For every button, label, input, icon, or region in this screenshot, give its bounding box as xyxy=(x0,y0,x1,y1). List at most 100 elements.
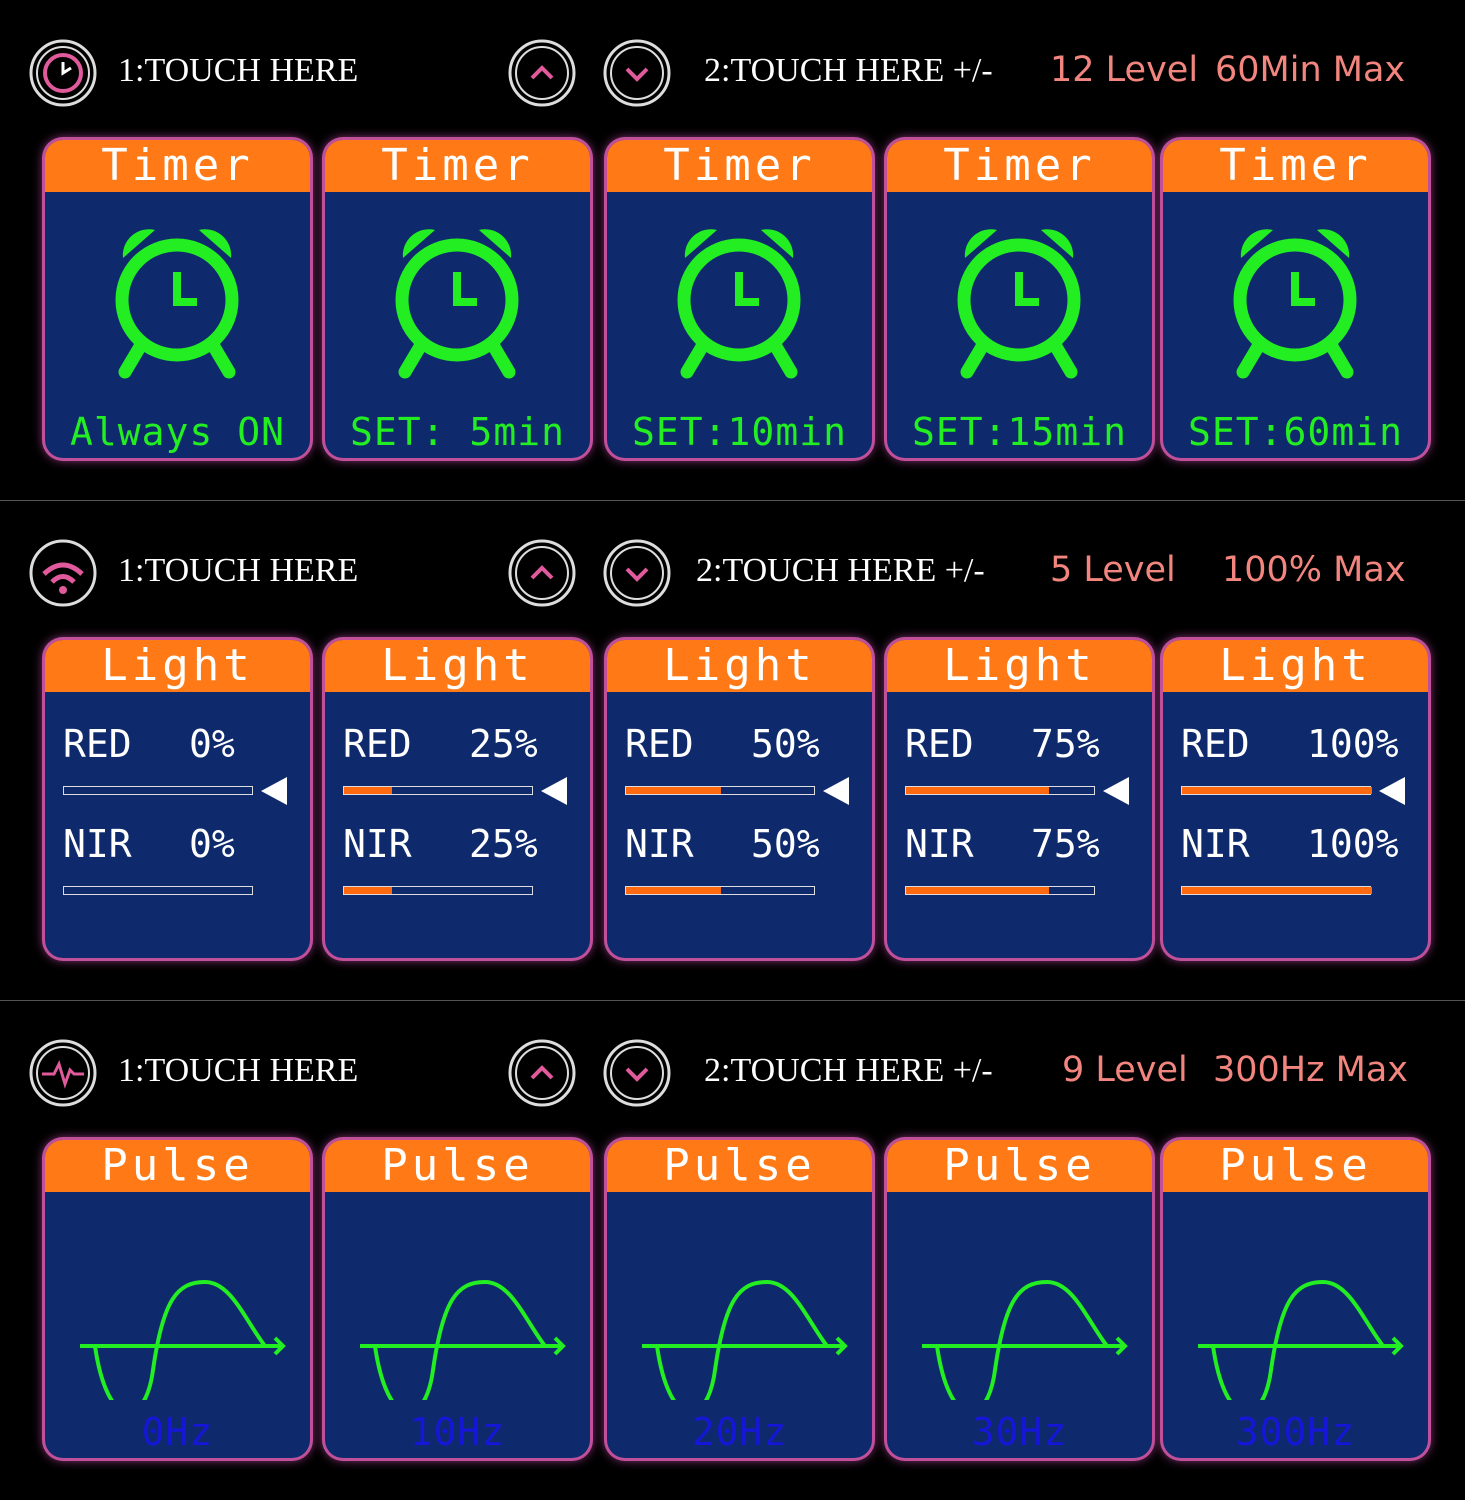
card-value: 10Hz xyxy=(409,1410,506,1454)
touch-hint: 2:TOUCH HERE +/- xyxy=(704,52,993,89)
screen-card: Light RED 50% NIR 50% xyxy=(607,640,872,958)
channel-name: RED xyxy=(63,722,132,766)
card-title: Light xyxy=(887,640,1152,692)
up-button[interactable] xyxy=(507,538,577,608)
level-count: 5 Level xyxy=(1050,550,1176,590)
channel-row: RED 0% xyxy=(63,722,235,766)
screen-card: Pulse 10Hz xyxy=(325,1140,590,1458)
channel-name: NIR xyxy=(343,822,412,866)
channel-name: RED xyxy=(905,722,974,766)
channel-name: RED xyxy=(625,722,694,766)
up-button[interactable] xyxy=(507,38,577,108)
card-title: Timer xyxy=(607,140,872,192)
channel-value: 25% xyxy=(469,722,538,766)
card-value: SET:60min xyxy=(1188,410,1403,454)
channel-row: RED 100% xyxy=(1181,722,1399,766)
card-title: Timer xyxy=(45,140,310,192)
wave-icon xyxy=(1198,1279,1404,1400)
card-value: 20Hz xyxy=(691,1410,788,1454)
level-bar xyxy=(344,787,392,794)
level-track xyxy=(625,886,815,895)
channel-row: RED 75% xyxy=(905,722,1100,766)
selected-arrow xyxy=(261,777,287,805)
level-bar xyxy=(906,787,1049,794)
card-title: Pulse xyxy=(607,1140,872,1192)
section: 1:TOUCH HERE 2:TOUCH HERE +/- 5 Level 100% … xyxy=(0,500,1465,1000)
mode-icon[interactable] xyxy=(28,1038,98,1108)
divider xyxy=(0,1000,1465,1001)
down-button[interactable] xyxy=(602,538,672,608)
card-value: Always ON xyxy=(70,410,285,454)
level-bar xyxy=(344,887,392,894)
card-title: Light xyxy=(607,640,872,692)
card-title: Pulse xyxy=(325,1140,590,1192)
channel-value: 50% xyxy=(751,722,820,766)
down-button[interactable] xyxy=(602,38,672,108)
card-value: 300Hz xyxy=(1235,1410,1356,1454)
level-bar xyxy=(626,787,721,794)
level-track xyxy=(1181,886,1372,895)
level-track xyxy=(905,786,1095,795)
alarm-icon xyxy=(957,229,1081,379)
alarm-icon xyxy=(395,229,519,379)
channel-name: NIR xyxy=(625,822,694,866)
card-title: Light xyxy=(325,640,590,692)
card-value: 0Hz xyxy=(141,1410,214,1454)
max-value: 60Min Max xyxy=(1215,50,1406,90)
channel-name: NIR xyxy=(905,822,974,866)
channel-value: 25% xyxy=(469,822,538,866)
channel-value: 0% xyxy=(189,822,235,866)
mode-icon[interactable] xyxy=(28,538,98,608)
channel-row: RED 25% xyxy=(343,722,538,766)
channel-name: RED xyxy=(1181,722,1250,766)
screen-card: Pulse 300Hz xyxy=(1163,1140,1428,1458)
selected-arrow xyxy=(1103,777,1129,805)
channel-value: 75% xyxy=(1031,822,1100,866)
screen-card: Light RED 0% NIR 0% xyxy=(45,640,310,958)
card-title: Pulse xyxy=(1163,1140,1428,1192)
section: 1:TOUCH HERE 2:TOUCH HERE +/- 12 Level 60Mi… xyxy=(0,0,1465,500)
card-value: SET:10min xyxy=(632,410,847,454)
card-value: SET: 5min xyxy=(350,410,565,454)
max-value: 300Hz Max xyxy=(1213,1050,1408,1090)
up-button[interactable] xyxy=(507,1038,577,1108)
channel-row: NIR 75% xyxy=(905,822,1100,866)
screen-card: Light RED 100% NIR 100% xyxy=(1163,640,1428,958)
channel-name: RED xyxy=(343,722,412,766)
touch-hint: 2:TOUCH HERE +/- xyxy=(696,552,985,589)
screen-card: Light RED 75% NIR 75% xyxy=(887,640,1152,958)
level-bar xyxy=(626,887,721,894)
channel-row: NIR 100% xyxy=(1181,822,1399,866)
screen-card: Timer SET: 5min xyxy=(325,140,590,458)
channel-value: 100% xyxy=(1307,822,1399,866)
channel-value: 75% xyxy=(1031,722,1100,766)
level-bar xyxy=(1182,887,1372,894)
wave-icon xyxy=(642,1279,848,1400)
wave-icon xyxy=(80,1279,286,1400)
channel-value: 0% xyxy=(189,722,235,766)
level-track xyxy=(343,886,533,895)
alarm-icon xyxy=(115,229,239,379)
level-track xyxy=(905,886,1095,895)
card-title: Light xyxy=(1163,640,1428,692)
channel-value: 50% xyxy=(751,822,820,866)
card-title: Timer xyxy=(1163,140,1428,192)
touch-hint: 1:TOUCH HERE xyxy=(118,1052,359,1089)
channel-row: NIR 50% xyxy=(625,822,820,866)
channel-row: RED 50% xyxy=(625,722,820,766)
alarm-icon xyxy=(677,229,801,379)
screen-card: Pulse 0Hz xyxy=(45,1140,310,1458)
screen-card: Timer SET:10min xyxy=(607,140,872,458)
card-title: Timer xyxy=(887,140,1152,192)
selected-arrow xyxy=(823,777,849,805)
divider xyxy=(0,500,1465,501)
level-count: 12 Level xyxy=(1050,50,1199,90)
card-title: Pulse xyxy=(887,1140,1152,1192)
channel-row: NIR 25% xyxy=(343,822,538,866)
down-button[interactable] xyxy=(602,1038,672,1108)
level-bar xyxy=(1182,787,1372,794)
selected-arrow xyxy=(541,777,567,805)
channel-name: NIR xyxy=(1181,822,1250,866)
mode-icon[interactable] xyxy=(28,38,98,108)
screen-card: Timer SET:15min xyxy=(887,140,1152,458)
